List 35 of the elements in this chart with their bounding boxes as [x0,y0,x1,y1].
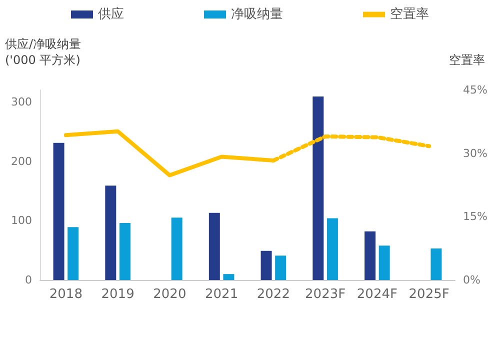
x-tick-label: 2018 [49,287,82,302]
x-tick-label: 2020 [153,287,186,302]
bar [275,256,286,280]
bar [430,248,442,280]
bar [364,231,376,280]
bar [312,96,324,280]
bar [223,274,234,280]
y2-axis-title: 空置率 [449,53,485,67]
y2-tick-label: 15% [463,210,488,224]
y-tick-label: 0 [25,274,32,286]
legend-label: 供应 [98,6,124,22]
y-axis-title: 供应/净吸纳量 ('000 平方米) [5,37,82,67]
x-tick-label: 2019 [101,287,134,302]
x-tick-label: 2021 [205,287,238,302]
y2-tick-label: 0% [463,274,480,286]
bar [208,212,220,280]
bar [68,227,79,280]
x-tick-label: 2025F [408,287,450,302]
y-tick-label: 100 [11,214,32,228]
y2-tick-label: 30% [463,146,488,160]
x-tick-label: 2022 [256,287,290,302]
bar [119,223,130,280]
legend-label: 净吸纳量 [231,7,283,22]
bar [260,250,272,280]
y-tick-label: 200 [11,154,32,168]
bar [105,186,116,280]
x-tick-label: 2024F [356,287,398,302]
bar [171,218,182,280]
legend-label: 空置率 [390,6,429,22]
bar [326,218,338,280]
bar [53,142,64,280]
bar [378,246,390,280]
x-tick-label: 2023F [305,287,346,302]
y2-tick-label: 45% [463,84,488,96]
y-tick-label: 300 [11,95,32,108]
